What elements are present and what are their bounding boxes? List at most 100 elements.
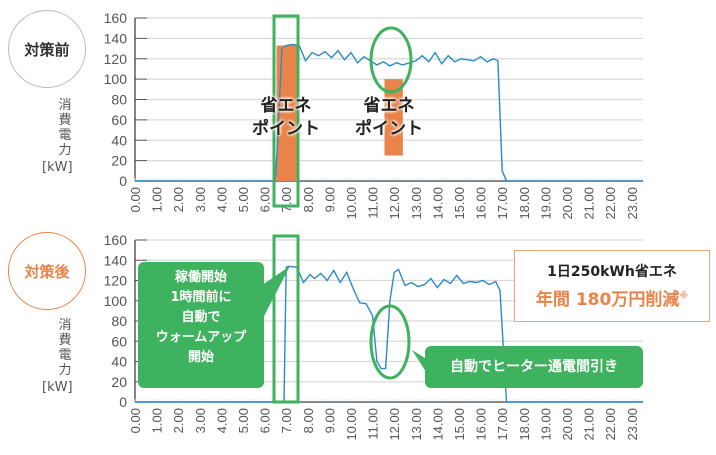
bottom-ylabel-char: 電 [58,348,72,363]
x-tick-label: 4.00 [214,408,229,433]
y-tick-label: 20 [111,153,127,169]
bottom-ylabel-char: 消 [58,318,72,333]
after-badge-label: 対策後 [24,262,70,281]
y-tick-label: 60 [111,112,127,128]
x-tick-label: 10.00 [344,408,359,441]
y-tick-label: 0 [119,173,127,189]
savings-box: 1日250kWh省エネ 年間 180万円削減※ [514,250,710,322]
heater-callout-text: 自動でヒーター通電間引き [450,359,618,375]
y-tick-label: 120 [104,273,128,289]
y-tick-label: 160 [104,10,128,26]
savings-highlight-bar [384,79,403,156]
top-point-label-1: 省エネ ポイント [244,95,328,141]
x-tick-label: 23.00 [625,408,640,441]
point-label-line: 省エネ [363,96,415,116]
y-tick-label: 20 [111,374,127,390]
y-tick-label: 100 [104,71,128,87]
top-ylabel-char: 電 [58,128,72,143]
before-badge: 対策前 [8,10,86,88]
heater-callout: 自動でヒーター通電間引き [425,346,643,388]
x-tick-label: 12.00 [387,187,402,220]
y-tick-label: 160 [104,232,128,248]
bottom-ylabel-char: 費 [58,333,72,348]
bottom-ylabel-char: 力 [58,363,72,378]
x-tick-label: 18.00 [517,187,532,220]
x-tick-label: 2.00 [171,187,186,212]
y-tick-label: 40 [111,354,127,370]
callout-line: 稼働開始 [174,270,227,285]
y-tick-label: 80 [111,313,127,329]
x-tick-label: 9.00 [322,408,337,433]
x-tick-label: 12.00 [387,408,402,441]
x-tick-label: 19.00 [538,408,553,441]
y-tick-label: 120 [104,51,128,67]
warmup-frame [272,234,300,404]
point-label-line: ポイント [355,119,423,139]
x-tick-label: 17.00 [495,408,510,441]
chart-before: 0 20 40 60 80 100 120 140 160 0.00 1.00 2.00 3.00 4.0… [104,10,643,220]
y-tick-label: 80 [111,92,127,108]
top-point-label-2: 省エネ ポイント [347,95,431,141]
x-tick-label: 7.00 [279,408,294,433]
x-tick-label: 6.00 [258,408,273,433]
x-tick-label: 22.00 [603,408,618,441]
y-tick-label: 40 [111,132,127,148]
x-tick-label: 23.00 [625,187,640,220]
callout-line: 開始 [187,350,214,365]
x-tick-label: 8.00 [301,408,316,433]
x-tick-label: 10.00 [344,187,359,220]
x-tick-label: 16.00 [474,408,489,441]
x-tick-label: 16.00 [474,187,489,220]
top-ylabel-char: 力 [58,143,72,158]
savings-highlight-bar [276,45,300,181]
savings-amount: 年間 180万円削減 [535,290,680,310]
x-tick-label: 3.00 [193,187,208,212]
x-tick-label: 5.00 [236,408,251,433]
point-label-line: ポイント [252,119,320,139]
warmup-callout: 稼働開始 1時間前に 自動で ウォームアップ 開始 [138,262,264,388]
x-tick-label: 6.00 [258,187,273,212]
x-tick-label: 7.00 [279,187,294,212]
x-tick-label: 13.00 [409,408,424,441]
x-tick-label: 0.00 [128,408,143,433]
x-tick-label: 18.00 [517,408,532,441]
y-tick-label: 0 [119,394,127,410]
x-tick-label: 15.00 [452,408,467,441]
x-tick-label: 21.00 [582,187,597,220]
y-tick-label: 60 [111,333,127,349]
x-tick-label: 14.00 [430,187,445,220]
y-tick-label: 140 [104,30,128,46]
x-tick-label: 13.00 [409,187,424,220]
x-tick-label: 11.00 [366,187,381,219]
top-unit: [kW] [42,160,73,175]
x-tick-label: 22.00 [603,187,618,220]
x-tick-label: 20.00 [560,187,575,220]
top-ylabel-char: 費 [58,113,72,128]
x-tick-label: 21.00 [582,408,597,441]
x-tick-label: 0.00 [128,187,143,212]
after-badge: 対策後 [8,232,86,310]
bottom-unit: [kW] [42,380,73,395]
savings-line1: 1日250kWh省エネ [547,264,677,280]
x-tick-label: 1.00 [150,408,165,433]
x-tick-label: 3.00 [193,408,208,433]
callout-line: 自動で [181,310,221,325]
x-tick-label: 15.00 [452,187,467,220]
y-tick-label: 100 [104,293,128,309]
callout-line: ウォームアップ [155,330,247,345]
power-line [135,43,643,182]
point-label-line: 省エネ [260,96,312,116]
callout-pointer [412,350,428,375]
x-tick-label: 2.00 [171,408,186,433]
heater-ellipse [369,304,411,380]
callout-line: 1時間前に [170,290,232,305]
warmup-frame [272,14,300,208]
x-tick-label: 8.00 [301,187,316,212]
heater-ellipse [369,26,413,94]
savings-line2: 年間 180万円削減※ [515,285,709,310]
x-tick-label: 20.00 [560,408,575,441]
before-badge-label: 対策前 [24,40,70,59]
x-tick-label: 4.00 [214,187,229,212]
x-tick-label: 1.00 [150,187,165,212]
x-tick-label: 9.00 [322,187,337,212]
